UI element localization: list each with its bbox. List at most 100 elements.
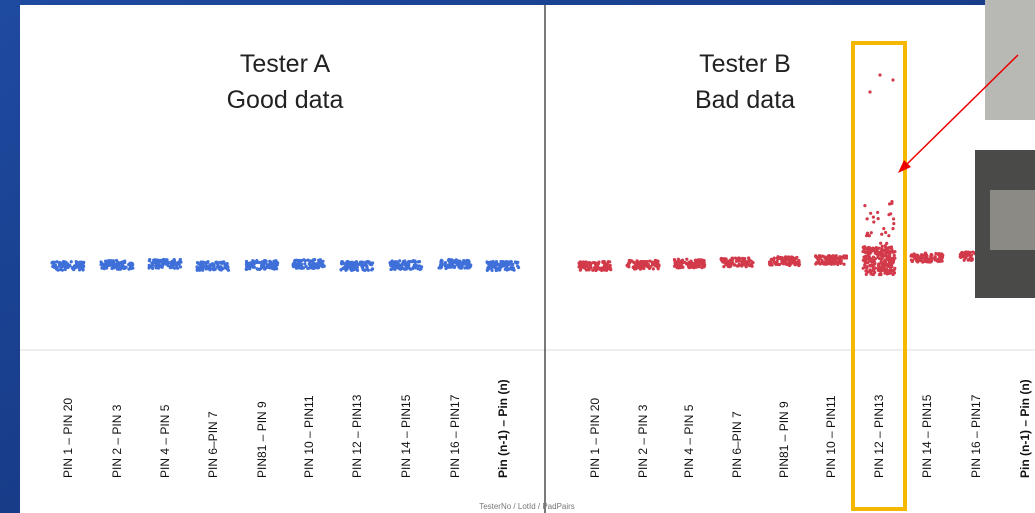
- point: [781, 256, 784, 259]
- point: [821, 254, 824, 257]
- point: [201, 264, 204, 267]
- point: [866, 261, 869, 264]
- point: [929, 260, 932, 263]
- point: [869, 264, 872, 267]
- point: [877, 264, 880, 267]
- x-label: PIN 1 – PIN 20: [588, 398, 602, 478]
- point: [970, 259, 973, 262]
- point: [449, 266, 452, 269]
- point: [490, 269, 493, 272]
- point: [416, 267, 419, 270]
- point: [77, 266, 80, 269]
- point: [408, 260, 411, 263]
- point: [405, 265, 408, 268]
- point: [814, 262, 817, 265]
- point: [656, 265, 659, 268]
- point: [498, 264, 501, 267]
- x-label: PIN 6–PIN 7: [730, 411, 744, 478]
- point: [452, 260, 455, 263]
- point: [344, 267, 347, 270]
- point: [55, 260, 58, 263]
- point: [835, 254, 838, 257]
- point: [104, 260, 107, 263]
- point: [356, 263, 359, 266]
- point: [959, 256, 962, 259]
- point: [398, 259, 401, 262]
- point: [486, 261, 489, 264]
- point: [869, 212, 872, 215]
- point: [879, 253, 882, 256]
- point: [685, 258, 688, 261]
- point: [677, 258, 680, 261]
- point: [499, 260, 502, 263]
- point: [888, 271, 891, 274]
- point: [321, 260, 324, 263]
- point: [111, 265, 114, 268]
- point: [648, 259, 651, 262]
- point: [466, 266, 469, 269]
- point: [915, 259, 918, 262]
- point: [581, 264, 584, 267]
- point: [490, 262, 493, 265]
- point: [350, 261, 353, 264]
- point: [933, 256, 936, 259]
- x-label: PIN 2 – PIN 3: [636, 404, 650, 478]
- point: [892, 256, 895, 259]
- point: [99, 260, 102, 263]
- point: [312, 258, 315, 261]
- point: [785, 263, 788, 266]
- point: [656, 260, 659, 263]
- point: [830, 263, 833, 266]
- point: [153, 259, 156, 262]
- point: [921, 260, 924, 263]
- point: [625, 264, 628, 267]
- point: [814, 254, 817, 257]
- point: [251, 266, 254, 269]
- point: [751, 261, 754, 264]
- point: [918, 259, 921, 262]
- point: [312, 267, 315, 270]
- point: [863, 259, 866, 262]
- point: [163, 260, 166, 263]
- point: [873, 261, 876, 264]
- point: [400, 267, 403, 270]
- point: [439, 266, 442, 269]
- point: [840, 259, 843, 262]
- point: [305, 265, 308, 268]
- point: [930, 253, 933, 256]
- point: [268, 260, 271, 263]
- point: [413, 266, 416, 269]
- point: [263, 267, 266, 270]
- point: [697, 265, 700, 268]
- point: [966, 254, 969, 257]
- x-label: PIN 4 – PIN 5: [158, 404, 172, 478]
- point: [884, 244, 887, 247]
- point: [151, 267, 154, 270]
- point: [890, 246, 893, 249]
- point: [876, 254, 879, 257]
- point: [872, 266, 875, 269]
- point: [196, 267, 199, 270]
- point: [66, 266, 69, 269]
- point: [863, 245, 866, 248]
- point: [205, 264, 208, 267]
- point: [776, 255, 779, 258]
- point: [880, 233, 883, 236]
- point: [462, 260, 465, 263]
- point: [371, 261, 374, 264]
- point: [916, 254, 919, 257]
- panel-title: Tester B: [699, 50, 791, 78]
- point: [737, 256, 740, 259]
- point: [365, 265, 368, 268]
- point: [222, 260, 225, 263]
- point: [309, 266, 312, 269]
- point: [366, 260, 369, 263]
- point: [460, 267, 463, 270]
- point: [147, 266, 150, 269]
- point: [440, 259, 443, 262]
- point: [644, 262, 647, 265]
- point: [165, 258, 168, 261]
- point: [514, 260, 517, 263]
- point: [255, 259, 258, 262]
- point: [72, 268, 75, 271]
